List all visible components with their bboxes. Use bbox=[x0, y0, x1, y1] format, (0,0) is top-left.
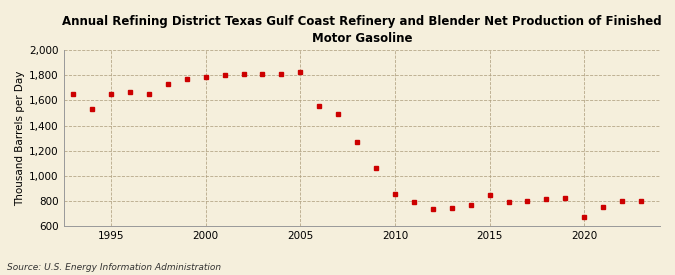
Y-axis label: Thousand Barrels per Day: Thousand Barrels per Day bbox=[15, 70, 25, 206]
Text: Source: U.S. Energy Information Administration: Source: U.S. Energy Information Administ… bbox=[7, 263, 221, 272]
Title: Annual Refining District Texas Gulf Coast Refinery and Blender Net Production of: Annual Refining District Texas Gulf Coas… bbox=[62, 15, 662, 45]
